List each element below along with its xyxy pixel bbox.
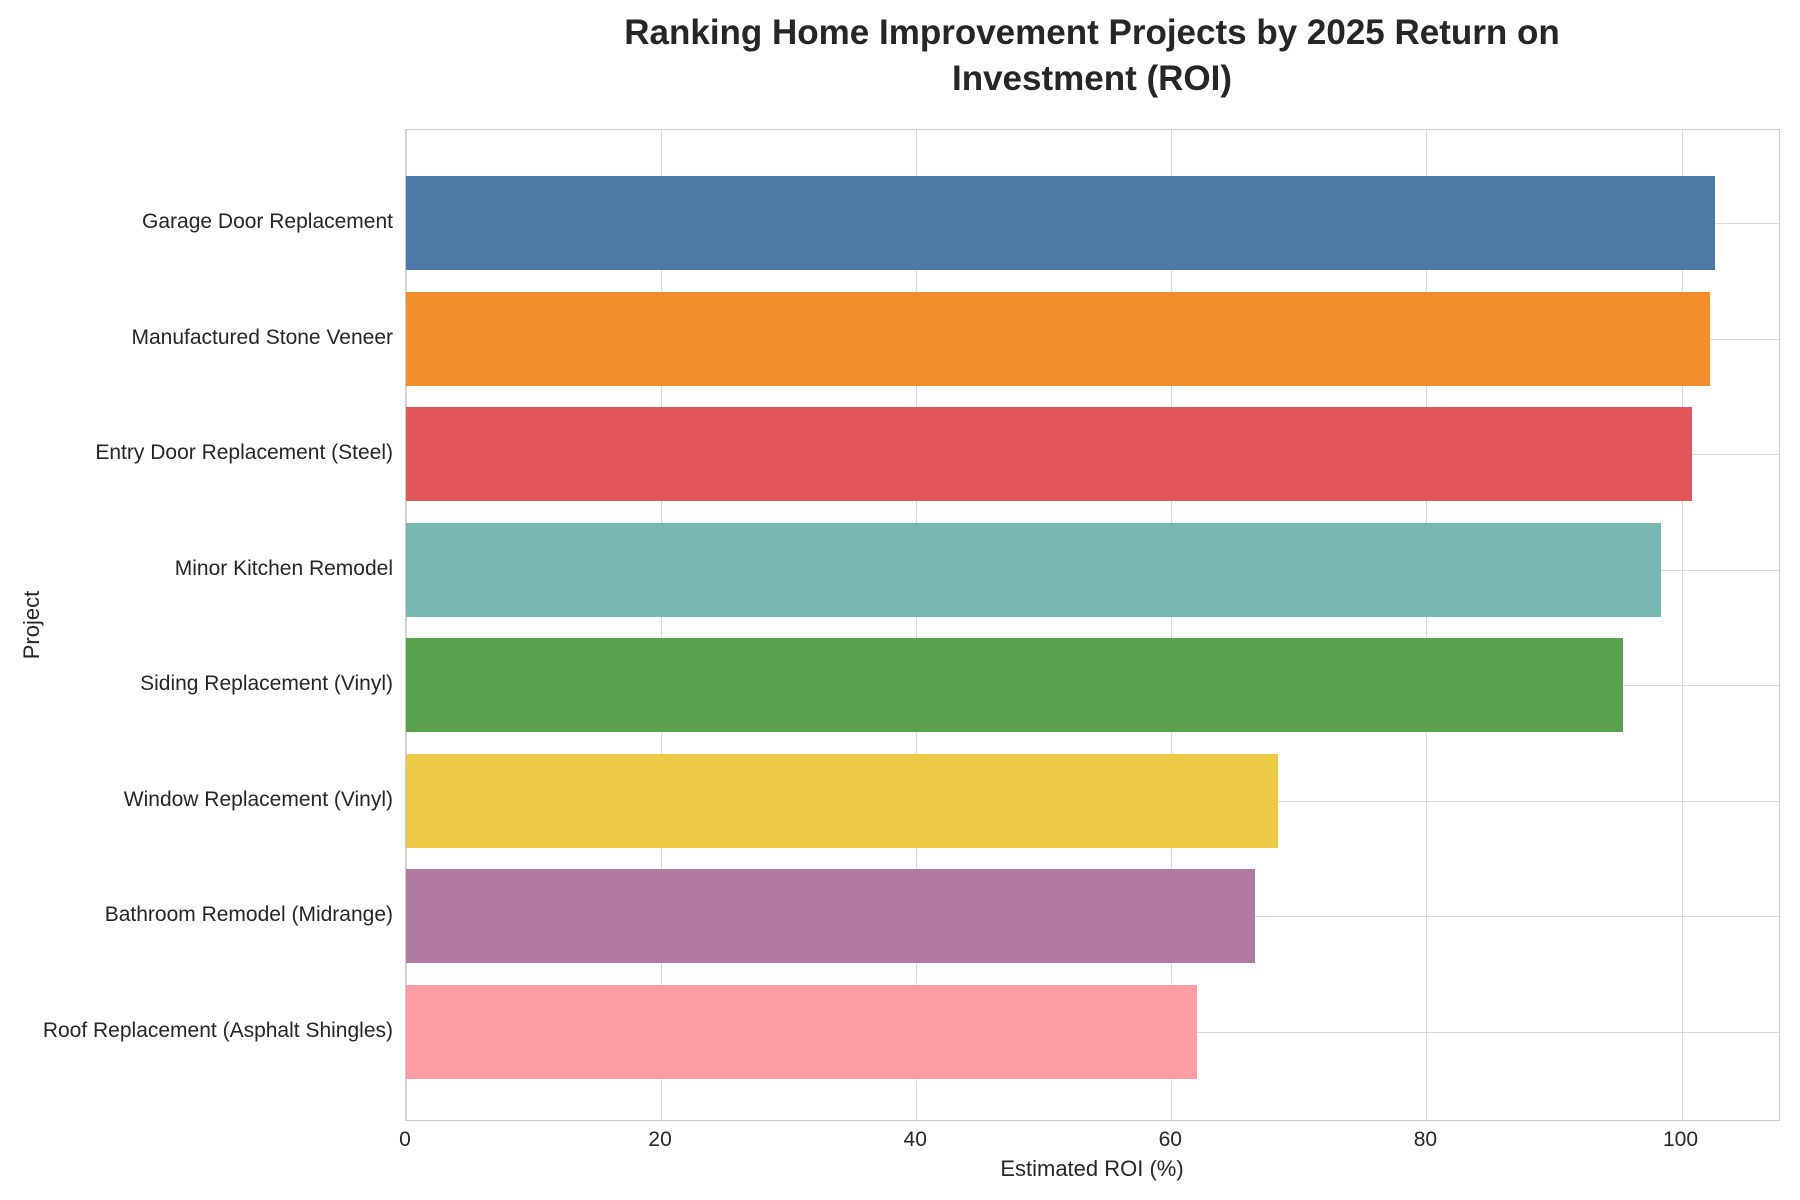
bar-manufactured-stone-veneer — [406, 291, 1710, 386]
bar-bathroom-remodel-midrange — [406, 869, 1256, 963]
y-tick-label: Bathroom Remodel (Midrange) — [104, 903, 393, 926]
plot-area — [405, 129, 1780, 1121]
y-tick-label: Entry Door Replacement (Steel) — [95, 441, 393, 464]
x-tick-label: 80 — [1413, 1128, 1438, 1151]
bar-garage-door-replacement — [406, 176, 1715, 270]
bar-siding-replacement-vinyl — [406, 638, 1623, 732]
bar-minor-kitchen-remodel — [406, 522, 1662, 617]
x-axis-label: Estimated ROI (%) — [1000, 1156, 1184, 1181]
y-tick-label: Manufactured Stone Veneer — [131, 325, 393, 349]
gridline-vertical — [406, 130, 407, 1120]
gridline-vertical — [916, 130, 918, 1120]
x-tick-label: 20 — [648, 1128, 672, 1151]
gridline-vertical — [661, 130, 663, 1120]
gridline-vertical — [1171, 130, 1173, 1120]
x-tick-label: 60 — [1158, 1128, 1182, 1151]
gridline-vertical — [1426, 130, 1428, 1120]
chart-title: Ranking Home Improvement Projects by 202… — [624, 13, 1560, 99]
y-tick-label: Roof Replacement (Asphalt Shingles) — [42, 1018, 393, 1042]
gridline-vertical — [1681, 130, 1683, 1120]
bar-roof-replacement-asphalt-shingles — [406, 984, 1197, 1079]
x-tick-label: 0 — [399, 1128, 411, 1151]
x-tick-label: 40 — [903, 1128, 927, 1151]
y-tick-label: Window Replacement (Vinyl) — [123, 787, 393, 811]
bar-entry-door-replacement-steel — [406, 407, 1692, 501]
bar-window-replacement-vinyl — [406, 753, 1279, 848]
x-tick-label: 100 — [1662, 1128, 1699, 1151]
y-tick-label: Garage Door Replacement — [142, 210, 393, 233]
y-tick-label: Siding Replacement (Vinyl) — [140, 672, 393, 695]
y-tick-label: Minor Kitchen Remodel — [174, 556, 393, 580]
